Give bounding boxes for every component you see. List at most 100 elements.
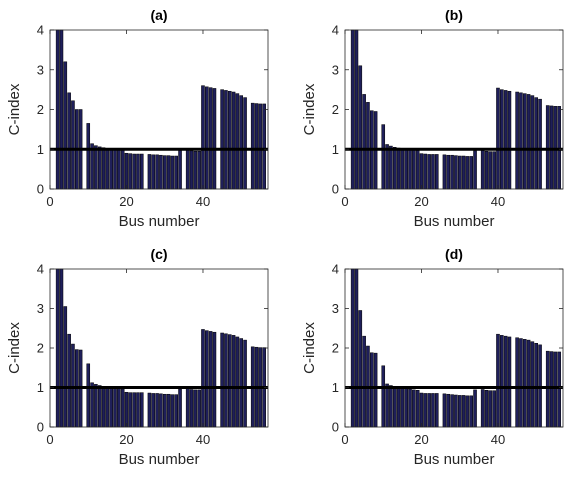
bar <box>450 154 454 190</box>
bar <box>208 331 213 428</box>
bar <box>170 155 175 190</box>
bar <box>113 149 117 190</box>
bar <box>454 394 458 428</box>
bar <box>385 383 389 428</box>
bar <box>526 339 531 428</box>
bar <box>366 102 370 190</box>
bar <box>484 390 489 428</box>
bar <box>231 91 236 190</box>
bar <box>224 333 228 428</box>
x-tick-label: 0 <box>341 194 348 209</box>
bar <box>538 344 542 428</box>
bar <box>526 94 531 190</box>
bar <box>503 90 508 190</box>
x-tick-label: 0 <box>46 194 53 209</box>
bar <box>113 387 117 428</box>
x-tick-label: 0 <box>46 432 53 447</box>
bar <box>431 154 435 190</box>
bar <box>67 92 71 190</box>
bar <box>250 102 255 190</box>
bar <box>442 154 447 190</box>
bar <box>59 268 64 428</box>
bar <box>109 148 113 190</box>
bar <box>435 154 439 190</box>
bar <box>358 65 363 190</box>
bar <box>159 154 163 190</box>
bar <box>258 103 263 190</box>
bar <box>140 153 144 190</box>
bar <box>454 155 458 190</box>
bar <box>212 88 217 190</box>
bar <box>162 155 167 190</box>
bar <box>381 365 386 428</box>
plot-area <box>50 269 268 427</box>
bar <box>400 148 405 190</box>
bar <box>480 150 485 190</box>
y-axis-label: C-index <box>301 322 318 374</box>
bar <box>212 331 217 428</box>
bar <box>86 363 91 428</box>
bar <box>362 335 366 428</box>
bar <box>178 150 182 190</box>
bar <box>435 393 439 428</box>
bar <box>109 387 113 428</box>
bar <box>492 151 496 190</box>
bar <box>389 145 393 190</box>
bar <box>59 29 64 190</box>
bar <box>235 336 240 428</box>
bar <box>151 393 156 428</box>
bar <box>492 390 496 428</box>
bar <box>522 339 527 428</box>
bar <box>530 341 535 428</box>
bar <box>545 105 550 190</box>
bar <box>189 389 194 428</box>
y-tick-label: 1 <box>37 380 44 395</box>
bar <box>71 100 75 190</box>
bar <box>170 394 175 428</box>
bar <box>469 156 473 190</box>
bar <box>86 123 91 190</box>
bar <box>220 332 224 428</box>
bar <box>358 310 363 428</box>
bar <box>67 333 71 428</box>
bar <box>132 392 136 428</box>
y-tick-label: 4 <box>332 23 339 38</box>
bar <box>381 124 386 190</box>
bar <box>55 29 60 190</box>
bar <box>530 95 535 190</box>
bar <box>155 393 159 428</box>
bar <box>515 337 519 428</box>
x-tick-label: 20 <box>119 194 133 209</box>
bar <box>408 388 412 428</box>
bar <box>208 87 213 190</box>
bar <box>147 154 152 190</box>
bar <box>239 95 244 190</box>
bar <box>120 388 125 428</box>
bar <box>124 152 129 190</box>
y-tick-label: 3 <box>37 62 44 77</box>
bar <box>120 149 125 190</box>
bar <box>262 103 266 190</box>
bar <box>235 93 240 190</box>
bar <box>427 154 431 190</box>
bar <box>496 333 500 428</box>
y-tick-label: 4 <box>37 262 44 277</box>
x-axis-label: Bus number <box>414 213 495 230</box>
bar <box>515 91 519 190</box>
y-tick-label: 0 <box>37 420 44 435</box>
bar <box>174 155 178 190</box>
bar <box>151 154 156 190</box>
bar <box>461 155 466 190</box>
y-axis-label: C-index <box>6 322 23 374</box>
x-tick-label: 40 <box>491 432 505 447</box>
bar <box>538 98 542 190</box>
bar <box>354 29 359 190</box>
bar <box>507 336 512 428</box>
bar <box>473 150 477 190</box>
bar <box>90 382 94 428</box>
bar <box>63 306 68 428</box>
y-tick-label: 0 <box>332 182 339 197</box>
plot-area <box>345 30 563 189</box>
bar <box>105 386 110 428</box>
